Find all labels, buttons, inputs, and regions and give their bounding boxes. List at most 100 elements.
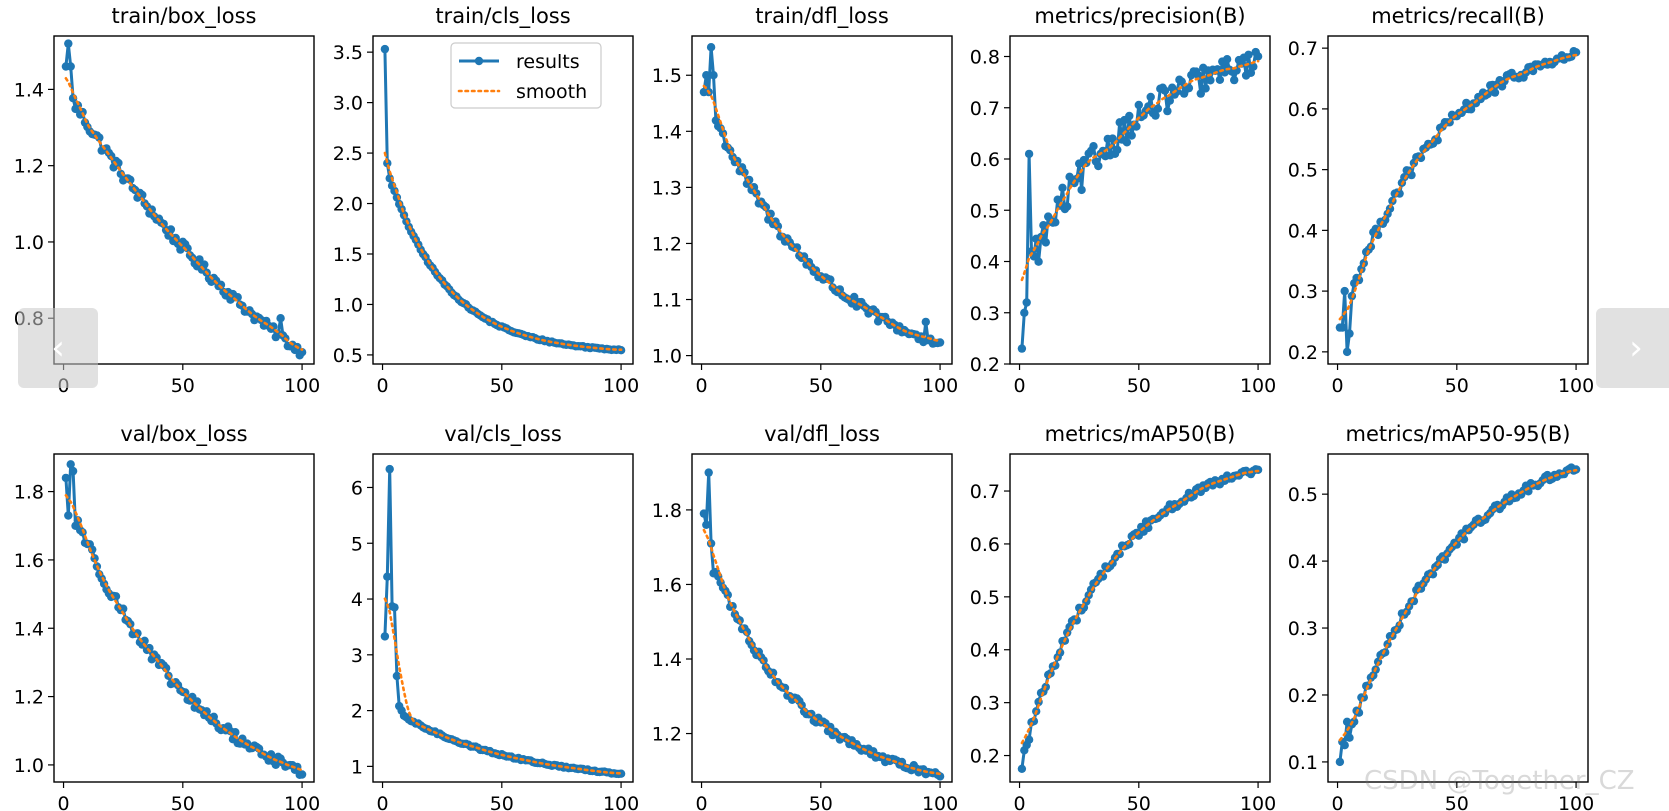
axes-frame — [372, 453, 634, 783]
results-point — [1153, 104, 1163, 113]
y-tick-label: 1.4 — [14, 79, 44, 101]
results-point — [1340, 286, 1349, 296]
results-point — [1177, 77, 1186, 86]
results-point — [1144, 102, 1153, 111]
results-line — [1020, 467, 1259, 769]
y-tick-label: 0.7 — [970, 98, 1000, 120]
y-tick-label: 0.5 — [1288, 160, 1318, 182]
y-tick-label: 2 — [351, 701, 363, 723]
x-tick-label: 100 — [284, 375, 320, 397]
subplot-title: metrics/mAP50-95(B) — [1346, 422, 1571, 446]
results-point — [390, 603, 399, 612]
results-point — [1459, 535, 1469, 544]
legend-results-marker — [474, 56, 484, 66]
subplot-title: train/box_loss — [112, 4, 257, 29]
subplot-title: val/dfl_loss — [764, 422, 880, 447]
y-tick-label: 0.6 — [1288, 99, 1318, 121]
results-point — [921, 317, 930, 327]
axes-frame — [1327, 35, 1589, 365]
subplot: val/dfl_loss 0 50 100 1.2 1.4 1.6 1.8 — [652, 422, 958, 811]
y-tick-label: 1.4 — [14, 618, 44, 640]
x-tick-label: 100 — [603, 375, 639, 397]
y-tick-label: 0.5 — [1288, 484, 1318, 506]
x-tick-label: 50 — [171, 793, 195, 811]
results-point — [297, 770, 307, 779]
subplot-title: train/dfl_loss — [755, 4, 889, 29]
axes-frame — [53, 453, 315, 783]
results-point — [1215, 75, 1225, 85]
subplot: val/box_loss 0 50 100 1.0 1.2 1.4 1.6 1.8 — [14, 422, 320, 811]
x-tick-label: 100 — [922, 793, 958, 811]
results-point — [383, 159, 392, 168]
axes-frame — [691, 453, 953, 783]
y-tick-label: 0.5 — [970, 587, 1000, 609]
x-tick-label: 0 — [695, 375, 707, 397]
results-point — [1165, 96, 1175, 105]
results-point — [1340, 741, 1349, 750]
subplot-title: val/box_loss — [120, 422, 247, 447]
y-tick-label: 1.0 — [14, 755, 44, 777]
results-point — [1490, 88, 1500, 97]
axes-frame — [53, 35, 315, 365]
results-point — [276, 314, 285, 323]
results-point — [1058, 183, 1067, 192]
results-point — [61, 473, 71, 483]
y-tick-label: 3.0 — [333, 93, 363, 115]
x-tick-label: 50 — [1127, 793, 1151, 811]
y-tick-label: 0.8 — [970, 47, 1000, 69]
legend-smooth-label: smooth — [516, 81, 587, 103]
results-point — [1206, 76, 1215, 85]
results-point — [1338, 323, 1347, 332]
x-tick-label: 50 — [171, 375, 195, 397]
y-tick-label: 0.3 — [970, 303, 1000, 325]
results-point — [64, 39, 73, 48]
results-point — [702, 71, 711, 80]
results-point — [1163, 106, 1172, 116]
results-point — [1381, 648, 1390, 657]
subplot-title: metrics/mAP50(B) — [1045, 422, 1236, 446]
x-tick-label: 100 — [603, 793, 639, 811]
y-tick-label: 1.2 — [14, 687, 44, 709]
results-point — [1077, 185, 1086, 195]
y-tick-label: 1.8 — [14, 482, 44, 504]
results-point — [745, 175, 754, 185]
y-tick-label: 0.2 — [970, 354, 1000, 376]
results-point — [761, 202, 771, 212]
results-point — [392, 671, 402, 681]
results-point — [704, 468, 713, 477]
results-point — [126, 175, 135, 184]
y-tick-label: 1.6 — [14, 550, 44, 572]
y-tick-label: 0.1 — [1288, 752, 1318, 774]
axes-frame — [1009, 453, 1271, 783]
results-point — [1034, 257, 1043, 266]
y-tick-label: 1 — [351, 756, 363, 778]
y-tick-label: 0.5 — [333, 345, 363, 367]
subplot-title: train/cls_loss — [435, 4, 570, 29]
x-tick-label: 0 — [376, 375, 388, 397]
y-tick-label: 3.5 — [333, 42, 363, 64]
smooth-line — [383, 597, 623, 775]
carousel-prev-button[interactable]: ‹ — [18, 308, 98, 388]
y-tick-label: 0.4 — [970, 640, 1000, 662]
x-tick-label: 100 — [922, 375, 958, 397]
axes-frame — [1327, 453, 1589, 783]
results-point — [1108, 134, 1117, 143]
subplot: train/dfl_loss 0 50 100 1.0 1.1 1.2 1.3 1.4 1.5 — [652, 4, 958, 397]
results-point — [271, 760, 280, 769]
y-tick-label: 3 — [351, 645, 363, 667]
carousel-next-button[interactable]: › — [1596, 308, 1669, 388]
results-point — [119, 604, 128, 613]
smooth-line — [1338, 468, 1578, 742]
results-point — [231, 728, 240, 737]
results-point — [1063, 202, 1072, 211]
results-point — [1125, 539, 1134, 549]
y-tick-label: 1.5 — [652, 65, 682, 87]
y-tick-label: 0.6 — [970, 149, 1000, 171]
x-tick-label: 0 — [57, 793, 69, 811]
results-point — [1342, 347, 1352, 357]
subplot: val/cls_loss 0 50 100 1 2 3 4 5 6 — [351, 422, 639, 811]
y-tick-label: 1.0 — [652, 346, 682, 368]
y-tick-label: 6 — [351, 477, 363, 499]
results-line — [1339, 49, 1577, 354]
results-point — [138, 190, 147, 200]
